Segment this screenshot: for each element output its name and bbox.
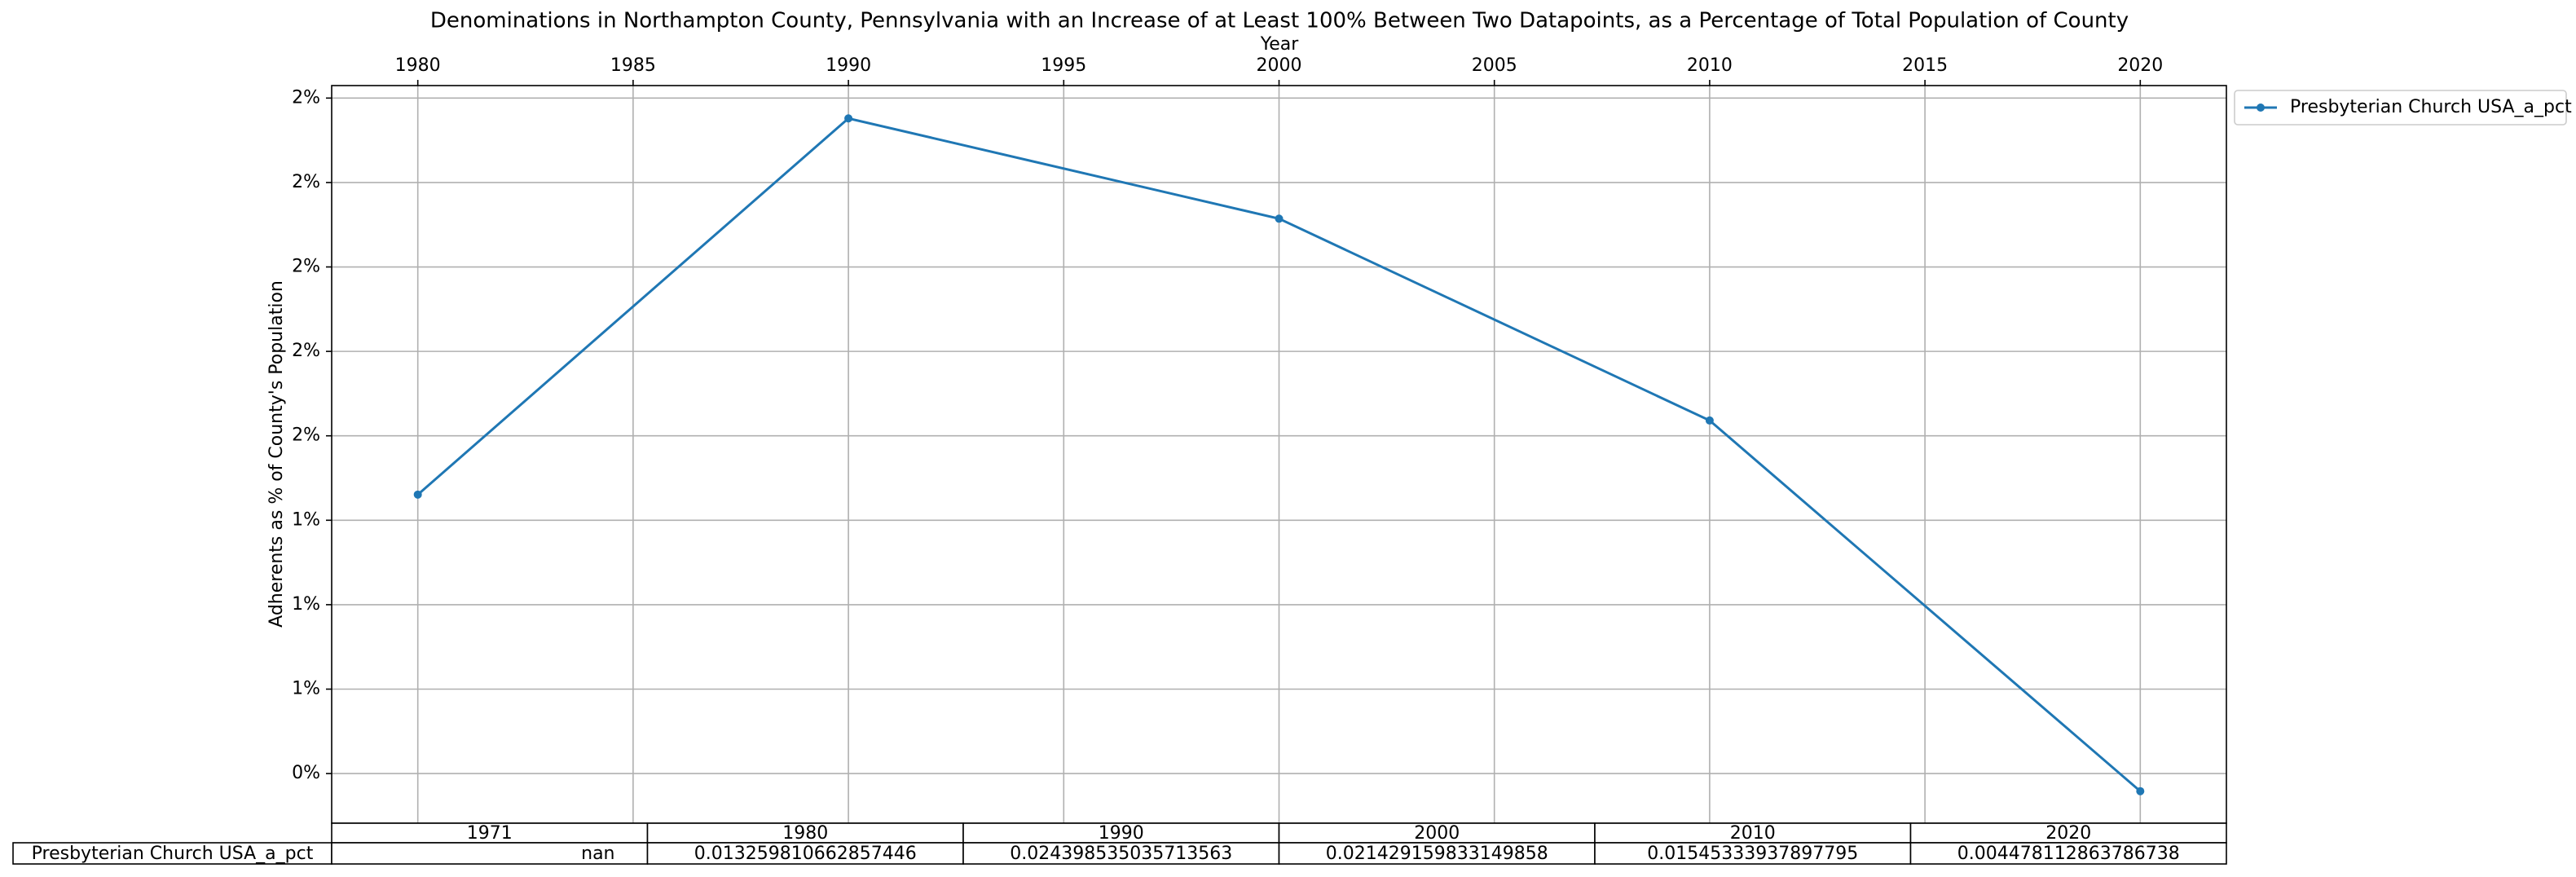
y-tick-label: 1% — [292, 594, 320, 615]
x-tick-label: 2020 — [2117, 55, 2163, 76]
table-cell-text: nan — [581, 844, 614, 864]
y-tick-label: 1% — [292, 678, 320, 699]
table-cell — [646, 842, 964, 865]
chart-title: Denominations in Northampton County, Pen… — [430, 9, 2129, 33]
y-axis-label: Adherents as % of County's Population — [266, 280, 287, 628]
x-tick-label: 1985 — [610, 55, 656, 76]
point — [844, 114, 853, 123]
point — [413, 490, 422, 499]
x-tick-label: 2005 — [1472, 55, 1517, 76]
y-tick-label: 2% — [292, 87, 320, 108]
table-header-cell — [962, 822, 1280, 844]
point — [1705, 416, 1714, 425]
x-axis-label: Year — [1260, 34, 1300, 55]
table-cell — [1278, 842, 1596, 865]
table-cell-text: 0.004478112863786738 — [1957, 844, 2180, 864]
x-tick-label: 2000 — [1257, 55, 1302, 76]
table-header-label: 2020 — [2045, 823, 2091, 844]
table-cell — [1909, 842, 2227, 865]
x-tick-label: 2015 — [1902, 55, 1948, 76]
y-tick-label: 2% — [292, 172, 320, 192]
x-tick-label: 2010 — [1687, 55, 1733, 76]
y-tick-label: 0% — [292, 763, 320, 783]
table-header-label: 1980 — [782, 823, 828, 844]
legend-label: Presbyterian Church USA_a_pct — [2290, 97, 2572, 117]
x-tick-label: 1990 — [826, 55, 871, 76]
table-cell — [331, 842, 649, 865]
table-header-label: 1971 — [467, 823, 513, 844]
x-tick-label: 1995 — [1041, 55, 1086, 76]
table-header-label: 2010 — [1730, 823, 1776, 844]
legend-marker — [2257, 104, 2265, 112]
point — [1275, 214, 1284, 223]
table-row-label: Presbyterian Church USA_a_pct — [32, 844, 314, 864]
y-tick-label: 2% — [292, 341, 320, 361]
x-tick-label: 1980 — [395, 55, 441, 76]
legend-frame — [2234, 90, 2567, 126]
point — [2136, 787, 2145, 795]
table-header-cell — [646, 822, 964, 844]
table-header-label: 2000 — [1414, 823, 1460, 844]
y-tick-label: 2% — [292, 257, 320, 277]
table-cell-text: 0.021429159833149858 — [1326, 844, 1548, 864]
table-cell-text: 0.013259810662857446 — [694, 844, 917, 864]
table-cell-text: 0.01545333937897795 — [1647, 844, 1858, 864]
table-cell — [962, 842, 1280, 865]
table-cell-text: 0.024398535035713563 — [1010, 844, 1232, 864]
table-row-label-cell — [12, 842, 332, 865]
y-tick-label: 1% — [292, 509, 320, 530]
y-tick-label: 2% — [292, 425, 320, 446]
table-header-label: 1990 — [1099, 823, 1144, 844]
